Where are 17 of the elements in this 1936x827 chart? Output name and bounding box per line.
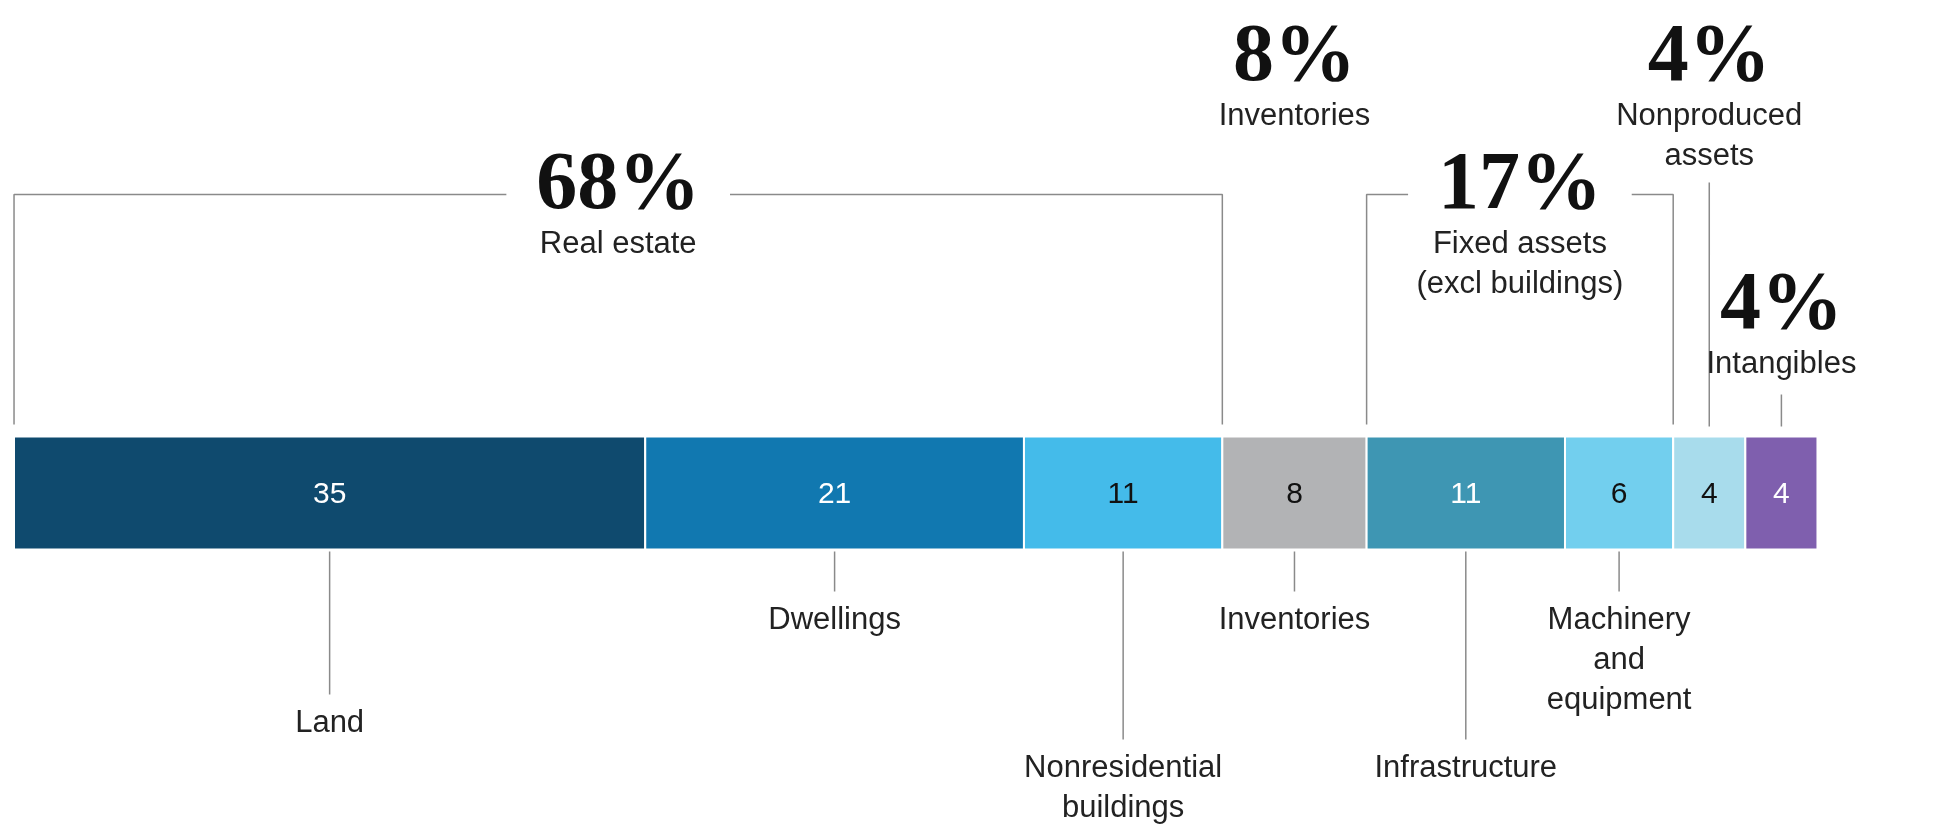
- text: Nonresidential buildings: [1024, 748, 1223, 824]
- data-label: 4: [1773, 476, 1790, 509]
- data-label: 35: [312, 476, 347, 509]
- text: Infrastructure: [1374, 748, 1558, 784]
- data-label: 4: [1700, 476, 1718, 509]
- data-label: 6: [1610, 476, 1628, 509]
- data-label: 11: [1450, 476, 1482, 509]
- data-label: 8: [1286, 476, 1303, 509]
- data-label: 21: [817, 476, 852, 509]
- series-label: Dwellings: [768, 600, 901, 636]
- text: Land: [295, 703, 365, 739]
- series-label: Machinery and equipment: [1546, 600, 1692, 716]
- data-label: 11: [1107, 476, 1139, 509]
- text: 68% Real estate: [536, 135, 701, 260]
- text: 8% Inventories: [1218, 7, 1371, 132]
- text: 4% Intangibles: [1706, 255, 1857, 380]
- series-label: Inventories: [1218, 600, 1371, 636]
